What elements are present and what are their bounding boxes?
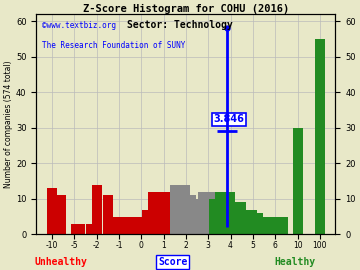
- Bar: [131, 217, 151, 234]
- Bar: [220, 206, 240, 234]
- Title: Z-Score Histogram for COHU (2016): Z-Score Histogram for COHU (2016): [83, 4, 289, 14]
- Bar: [293, 128, 302, 234]
- Bar: [268, 217, 288, 234]
- Bar: [339, 57, 350, 234]
- Bar: [148, 192, 168, 234]
- Bar: [215, 192, 235, 234]
- Bar: [232, 210, 252, 234]
- Bar: [315, 39, 325, 234]
- Bar: [198, 192, 218, 234]
- Bar: [248, 217, 269, 234]
- Bar: [109, 217, 129, 234]
- Text: Sector: Technology: Sector: Technology: [127, 20, 233, 30]
- Bar: [153, 199, 174, 234]
- Bar: [260, 220, 280, 234]
- Bar: [209, 199, 229, 234]
- Bar: [91, 185, 102, 234]
- Bar: [237, 210, 257, 234]
- Bar: [254, 217, 274, 234]
- Bar: [226, 202, 246, 234]
- Bar: [120, 217, 140, 234]
- Bar: [142, 210, 162, 234]
- Bar: [176, 195, 196, 234]
- Bar: [181, 199, 202, 234]
- Text: ©www.textbiz.org: ©www.textbiz.org: [42, 21, 116, 30]
- Text: 3.846: 3.846: [214, 114, 244, 124]
- Text: Score: Score: [158, 257, 188, 267]
- Bar: [71, 224, 78, 234]
- Bar: [165, 192, 185, 234]
- Bar: [114, 217, 135, 234]
- Bar: [193, 199, 213, 234]
- Y-axis label: Number of companies (574 total): Number of companies (574 total): [4, 60, 13, 188]
- Bar: [266, 224, 287, 234]
- Bar: [265, 217, 285, 234]
- Bar: [204, 199, 224, 234]
- Bar: [86, 224, 93, 234]
- Bar: [137, 217, 157, 234]
- Bar: [103, 195, 113, 234]
- Bar: [187, 202, 207, 234]
- Bar: [243, 213, 263, 234]
- Bar: [47, 188, 57, 234]
- Text: Unhealthy: Unhealthy: [35, 257, 87, 267]
- Text: Healthy: Healthy: [275, 257, 316, 267]
- Bar: [159, 195, 179, 234]
- Bar: [170, 185, 190, 234]
- Text: The Research Foundation of SUNY: The Research Foundation of SUNY: [42, 40, 186, 50]
- Bar: [126, 217, 146, 234]
- Bar: [56, 195, 66, 234]
- Bar: [78, 224, 85, 234]
